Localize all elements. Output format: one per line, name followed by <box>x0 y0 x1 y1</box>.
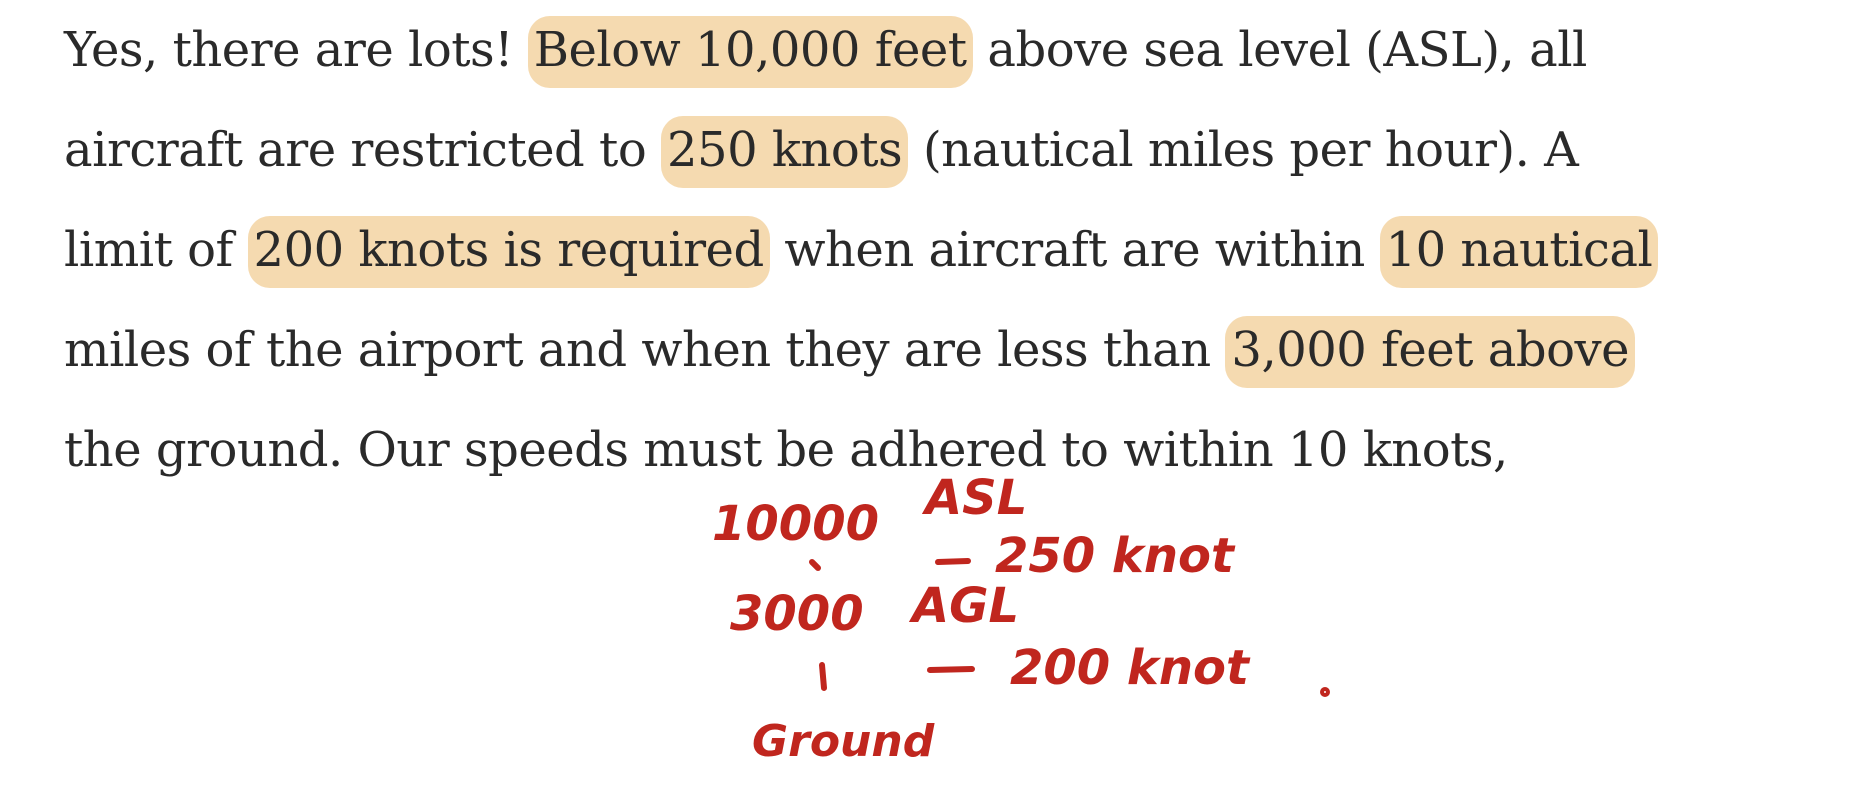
highlighted-text[interactable]: 200 knots is required <box>247 216 770 288</box>
note-altitude-3000: 3000 <box>730 586 864 642</box>
text-segment: above sea level (ASL), all <box>972 22 1587 78</box>
text-segment: the ground. Our speeds must be adhered t… <box>64 422 1508 478</box>
paragraph-line: the ground. Our speeds must be adhered t… <box>64 400 1854 500</box>
tick-mark <box>809 559 821 571</box>
paragraph-line: miles of the airport and when they are l… <box>64 300 1854 400</box>
note-200-knot: 200 knot <box>1010 640 1251 696</box>
highlighted-text[interactable]: 3,000 feet above <box>1225 316 1635 388</box>
text-segment: aircraft are restricted to <box>64 122 661 178</box>
text-segment: (nautical miles per hour). A <box>908 122 1579 178</box>
dash-mark <box>935 558 971 565</box>
text-segment: Yes, there are lots! <box>64 22 528 78</box>
note-agl: AGL <box>908 578 1019 634</box>
note-250-knot: 250 knot <box>995 528 1236 584</box>
highlighted-text[interactable]: 250 knots <box>660 116 909 188</box>
text-segment: limit of <box>64 222 248 278</box>
note-ground: Ground <box>752 716 935 767</box>
article-paragraph: Yes, there are lots! Below 10,000 feet a… <box>64 0 1854 500</box>
text-segment: miles of the airport and when they are l… <box>64 322 1226 378</box>
paragraph-line: Yes, there are lots! Below 10,000 feet a… <box>64 0 1854 100</box>
text-segment: when aircraft are within <box>769 222 1380 278</box>
paragraph-line: aircraft are restricted to 250 knots (na… <box>64 100 1854 200</box>
note-altitude-10000: 10000 <box>712 496 879 552</box>
dash-mark <box>927 666 975 673</box>
highlighted-text[interactable]: Below 10,000 feet <box>527 16 973 88</box>
paragraph-line: limit of 200 knots is required when airc… <box>64 200 1854 300</box>
tick-mark <box>819 662 827 691</box>
highlighted-text[interactable]: 10 nautical <box>1379 216 1659 288</box>
dot-mark <box>1320 687 1330 697</box>
